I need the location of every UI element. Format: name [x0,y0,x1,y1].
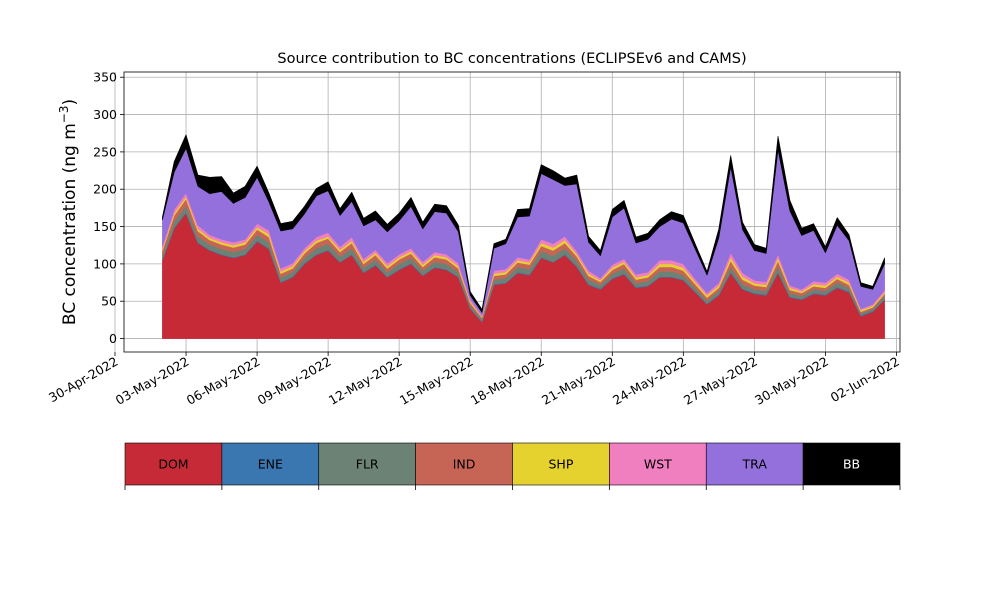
x-tick-label: 12-May-2022 [326,354,405,408]
colorbar-swatch-tra [705,442,804,486]
x-axis-ticks: 30-Apr-202203-May-202206-May-202209-May-… [46,352,902,408]
chart-title: Source contribution to BC concentrations… [277,51,746,67]
x-tick-label: 06-May-2022 [184,354,263,408]
colorbar-label-shp: SHP [549,457,574,472]
x-tick-label: 02-Jun-2022 [828,354,902,405]
y-tick-label: 50 [101,294,117,309]
y-tick-label: 350 [93,70,117,85]
x-tick-label: 30-May-2022 [752,354,831,408]
colorbar-label-tra: TRA [742,457,768,472]
y-axis-label-exponent: −3 [57,105,71,123]
y-tick-label: 200 [93,182,117,197]
y-tick-label: 300 [93,107,117,122]
y-axis-ticks: 0 50 100 150 200 250 300 350 [93,70,124,346]
colorbar-label-ene: ENE [258,457,283,472]
y-tick-label: 250 [93,144,117,159]
colorbar-swatch-bb [802,442,901,486]
colorbar-label-dom: DOM [158,457,188,472]
colorbar-label-ind: IND [453,457,476,472]
x-tick-label: 21-May-2022 [539,354,618,408]
colorbar-label-bb: BB [843,457,860,472]
x-tick-label: 30-Apr-2022 [46,354,120,406]
colorbar-swatch-ind [415,442,513,486]
source-colorbar: DOM ENE FLR IND SHP WST TRA BB [124,442,901,490]
colorbar-label-wst: WST [644,457,672,472]
stacked-areas [162,134,885,339]
x-tick-label: 03-May-2022 [113,354,192,408]
colorbar-swatch-shp [512,442,610,486]
x-tick-label: 18-May-2022 [468,354,547,408]
y-tick-label: 0 [109,331,117,346]
y-tick-label: 150 [93,219,117,234]
colorbar-label-flr: FLR [356,457,379,472]
colorbar-swatch-wst [609,442,707,486]
x-tick-label: 24-May-2022 [610,354,689,408]
y-tick-label: 100 [93,256,117,271]
y-axis-label: BC concentration (ng m−3) [57,99,80,325]
y-axis-label-close: ) [60,99,80,106]
colorbar-swatch-flr [318,442,416,486]
area-bb [162,134,885,313]
x-tick-label: 15-May-2022 [397,354,476,408]
plot-frame [123,71,901,353]
x-tick-label: 27-May-2022 [681,354,760,408]
x-tick-label: 09-May-2022 [255,354,334,408]
colorbar-swatch-dom [124,442,223,486]
colorbar-swatch-ene [221,442,320,486]
